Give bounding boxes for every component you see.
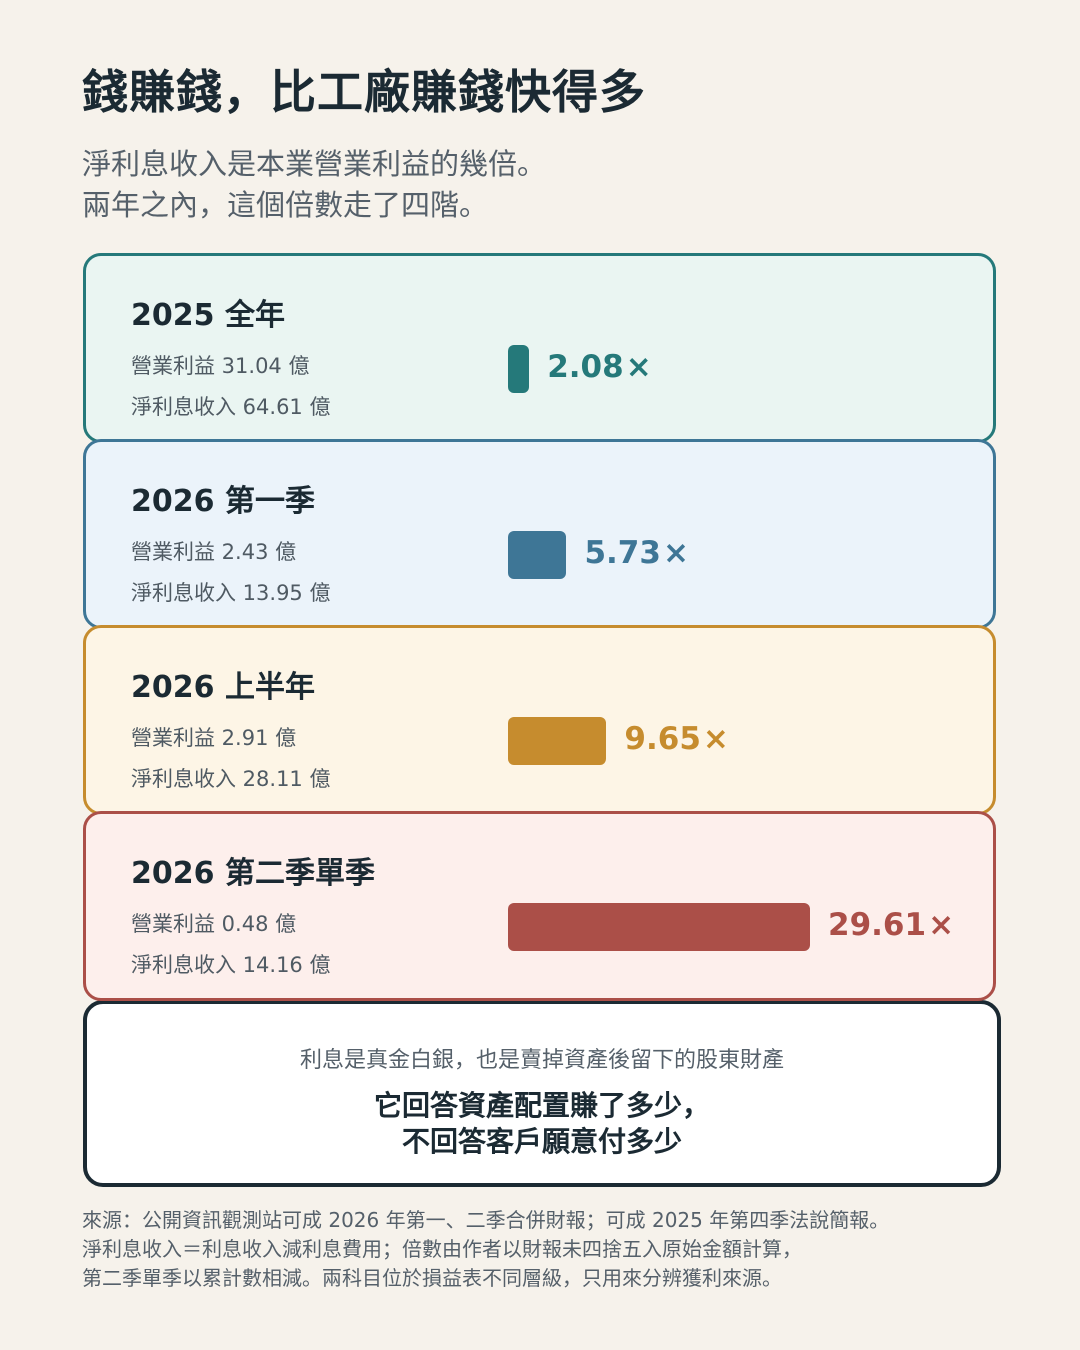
subtitle-line: 兩年之內，這個倍數走了四階。 <box>82 188 489 222</box>
ratio-value-label: 9.65× <box>624 721 728 757</box>
period-label: 2026 上半年 <box>131 670 315 705</box>
ratio-value: 5.73 <box>584 535 661 571</box>
ratio-bar <box>508 531 567 579</box>
ratio-value: 9.65 <box>624 721 701 757</box>
multiplier-sign: × <box>928 907 955 943</box>
callout-box: 利息是真金白銀，也是賣掉資產後留下的股東財產 它回答資產配置賺了多少， 不回答客… <box>83 1000 1001 1187</box>
net-interest-label: 淨利息收入 14.16 億 <box>131 953 331 977</box>
ratio-value: 2.08 <box>547 349 624 385</box>
period-label: 2025 全年 <box>131 298 285 333</box>
ratio-value-label: 5.73× <box>584 535 688 571</box>
ratio-value-label: 29.61× <box>828 907 954 943</box>
operating-income-label: 營業利益 31.04 億 <box>131 354 310 378</box>
multiplier-sign: × <box>625 349 652 385</box>
source-line: 來源：公開資訊觀測站可成 2026 年第一、二季合併財報；可成 2025 年第四… <box>82 1208 890 1232</box>
ratio-card: 2026 第一季營業利益 2.43 億淨利息收入 13.95 億 5.73× <box>83 439 996 629</box>
operating-income-label: 營業利益 2.91 億 <box>131 726 297 750</box>
source-note: 來源：公開資訊觀測站可成 2026 年第一、二季合併財報；可成 2025 年第四… <box>82 1206 889 1293</box>
period-label: 2026 第一季 <box>131 484 315 519</box>
ratio-card: 2025 全年營業利益 31.04 億淨利息收入 64.61 億 2.08× <box>83 253 996 443</box>
multiplier-sign: × <box>702 721 729 757</box>
operating-income-label: 營業利益 0.48 億 <box>131 912 297 936</box>
net-interest-label: 淨利息收入 28.11 億 <box>131 767 331 791</box>
callout-main-line: 不回答客戶願意付多少 <box>401 1125 682 1158</box>
net-interest-label: 淨利息收入 13.95 億 <box>131 581 331 605</box>
ratio-value-label: 2.08× <box>547 349 651 385</box>
net-interest-label: 淨利息收入 64.61 億 <box>131 395 331 419</box>
page-title: 錢賺錢，比工廠賺錢快得多 <box>82 65 646 119</box>
ratio-card: 2026 第二季單季營業利益 0.48 億淨利息收入 14.16 億 29.61× <box>83 811 996 1001</box>
callout-subtext: 利息是真金白銀，也是賣掉資產後留下的股東財產 <box>299 1048 784 1073</box>
period-label: 2026 第二季單季 <box>131 856 375 891</box>
callout-main-line: 它回答資產配置賺了多少， <box>373 1089 710 1122</box>
ratio-bar <box>508 903 810 951</box>
ratio-card: 2026 上半年營業利益 2.91 億淨利息收入 28.11 億 9.65× <box>83 625 996 815</box>
ratio-bar <box>508 717 607 765</box>
ratio-bar <box>508 345 530 393</box>
subtitle-line: 淨利息收入是本業營業利益的幾倍。 <box>82 147 547 181</box>
multiplier-sign: × <box>662 535 689 571</box>
subtitle: 淨利息收入是本業營業利益的幾倍。 兩年之內，這個倍數走了四階。 <box>82 144 546 226</box>
operating-income-label: 營業利益 2.43 億 <box>131 540 297 564</box>
source-line: 淨利息收入＝利息收入減利息費用；倍數由作者以財報未四捨五入原始金額計算， <box>82 1237 802 1261</box>
ratio-value: 29.61 <box>828 907 927 943</box>
source-line: 第二季單季以累計數相減。兩科目位於損益表不同層級，只用來分辨獲利來源。 <box>82 1266 782 1290</box>
